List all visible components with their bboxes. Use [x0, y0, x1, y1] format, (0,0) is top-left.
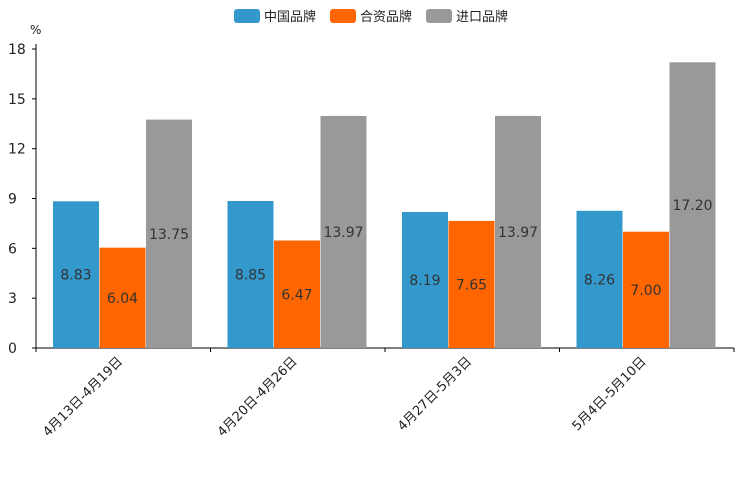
legend-label: 中国品牌	[264, 9, 316, 25]
data-label: 8.85	[235, 267, 266, 283]
bar-1-3	[402, 211, 448, 348]
bars	[53, 62, 716, 349]
bar-2-3	[448, 220, 495, 348]
data-label: 8.83	[60, 268, 91, 284]
data-label: 6.47	[281, 287, 312, 303]
bar-1-1	[53, 201, 99, 348]
legend: 中国品牌 合资品牌 进口品牌	[234, 9, 508, 25]
x-category-label: 5月4日-5月10日	[570, 354, 650, 434]
data-label: 7.65	[456, 277, 487, 293]
legend-item-1[interactable]: 中国品牌	[234, 9, 316, 25]
data-label: 17.20	[672, 198, 712, 214]
x-axis: 4月13日-4月19日 4月20日-4月26日 4月27日-5月3日 5月4日-5月1…	[35, 347, 735, 440]
data-label: 8.26	[584, 272, 615, 288]
legend-item-3[interactable]: 进口品牌	[426, 9, 508, 25]
bar-1-2	[227, 200, 274, 348]
y-tick-label: 12	[8, 142, 26, 158]
bar-2-2	[274, 240, 320, 348]
x-category-label: 4月13日-4月19日	[40, 354, 126, 440]
data-labels: 8.83 8.85 8.19 8.26 6.04 6.47 7.65 7.00 13.75 13.…	[60, 198, 712, 307]
legend-swatch	[330, 9, 356, 23]
y-tick-label: 9	[8, 192, 17, 208]
y-tick-label: 3	[8, 291, 17, 307]
y-unit-label: %	[30, 23, 41, 37]
bar-3-3	[495, 115, 541, 348]
data-label: 13.75	[149, 227, 189, 243]
y-tick-label: 15	[8, 92, 26, 108]
y-tick-label: 0	[8, 341, 17, 357]
data-label: 7.00	[630, 283, 661, 299]
y-tick-label: 6	[8, 241, 17, 257]
legend-label: 合资品牌	[360, 9, 412, 25]
data-label: 6.04	[107, 291, 138, 307]
bar-1-4	[576, 210, 623, 348]
legend-label: 进口品牌	[456, 9, 508, 25]
x-category-label: 4月20日-4月26日	[215, 354, 301, 440]
bar-3-2	[320, 115, 367, 348]
bar-2-1	[99, 247, 146, 348]
y-tick-label: 18	[8, 42, 26, 58]
data-label: 13.97	[498, 225, 538, 241]
legend-swatch	[234, 9, 260, 23]
bar-2-4	[623, 231, 669, 348]
legend-item-2[interactable]: 合资品牌	[330, 9, 412, 25]
legend-swatch	[426, 9, 452, 23]
bar-3-4	[669, 62, 716, 349]
bar-3-1	[146, 119, 192, 348]
x-category-label: 4月27日-5月3日	[395, 354, 475, 434]
y-axis: 0 3 6 9 12 15 18	[8, 42, 37, 357]
data-label: 8.19	[409, 273, 440, 289]
data-label: 13.97	[323, 225, 363, 241]
